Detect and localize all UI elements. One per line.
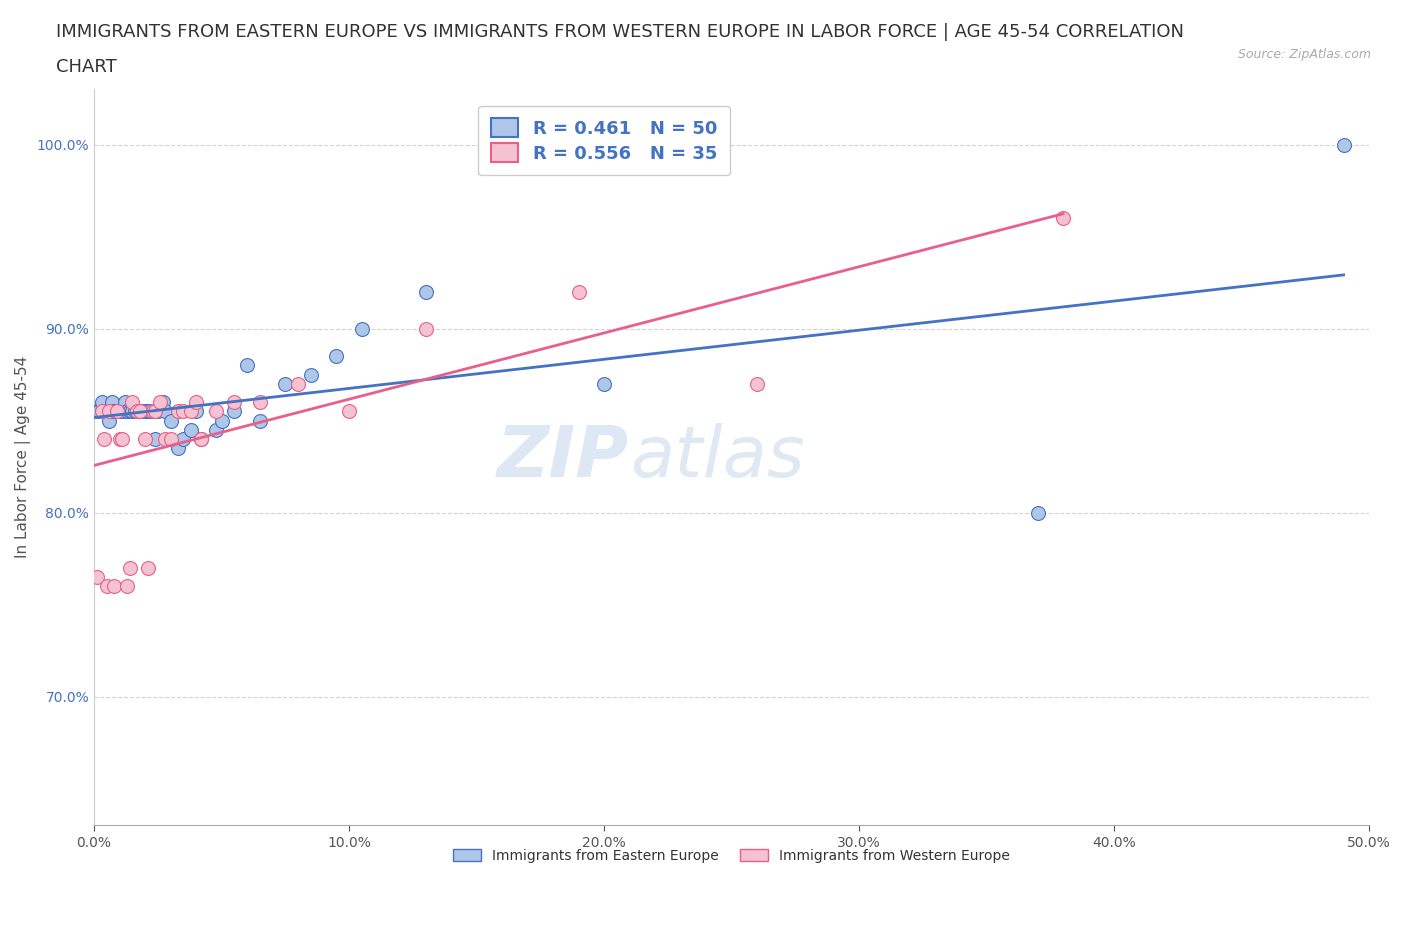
Point xyxy=(114,394,136,409)
Point xyxy=(745,377,768,392)
Point xyxy=(86,569,108,584)
Point xyxy=(184,394,207,409)
Point xyxy=(159,432,181,446)
Point xyxy=(299,367,322,382)
Point xyxy=(108,432,131,446)
Point xyxy=(127,404,149,418)
Point xyxy=(211,413,233,428)
Point xyxy=(180,422,202,437)
Point xyxy=(224,394,246,409)
Legend: Immigrants from Eastern Europe, Immigrants from Western Europe: Immigrants from Eastern Europe, Immigran… xyxy=(447,842,1017,870)
Point xyxy=(108,404,131,418)
Point xyxy=(1052,211,1074,226)
Point xyxy=(121,394,143,409)
Point xyxy=(90,404,112,418)
Point xyxy=(1026,505,1049,520)
Point xyxy=(131,404,153,418)
Point xyxy=(184,404,207,418)
Point xyxy=(98,413,121,428)
Point xyxy=(118,404,141,418)
Point xyxy=(172,432,194,446)
Point xyxy=(205,404,228,418)
Point xyxy=(86,404,108,418)
Point xyxy=(249,394,271,409)
Point xyxy=(93,432,115,446)
Y-axis label: In Labor Force | Age 45-54: In Labor Force | Age 45-54 xyxy=(15,356,31,559)
Point xyxy=(143,404,166,418)
Point xyxy=(236,358,259,373)
Point xyxy=(249,413,271,428)
Point xyxy=(139,404,162,418)
Point xyxy=(172,404,194,418)
Point xyxy=(274,377,297,392)
Point xyxy=(136,404,159,418)
Point xyxy=(155,404,177,418)
Point xyxy=(167,441,190,456)
Point xyxy=(103,578,125,593)
Point xyxy=(568,285,591,299)
Point xyxy=(205,422,228,437)
Point xyxy=(121,404,143,418)
Point xyxy=(115,404,138,418)
Point xyxy=(152,394,174,409)
Point xyxy=(325,349,347,364)
Point xyxy=(159,413,181,428)
Point xyxy=(115,578,138,593)
Point xyxy=(105,404,128,418)
Point xyxy=(142,404,165,418)
Point xyxy=(90,404,112,418)
Point xyxy=(105,404,128,418)
Point xyxy=(134,432,156,446)
Point xyxy=(129,404,152,418)
Point xyxy=(180,404,202,418)
Point xyxy=(89,404,111,418)
Point xyxy=(101,404,124,418)
Point xyxy=(90,394,112,409)
Text: CHART: CHART xyxy=(56,58,117,75)
Point xyxy=(190,432,212,446)
Point xyxy=(127,404,149,418)
Point xyxy=(593,377,616,392)
Point xyxy=(415,285,437,299)
Point xyxy=(350,321,373,336)
Point xyxy=(96,404,118,418)
Point xyxy=(124,404,146,418)
Text: ZIP: ZIP xyxy=(498,423,630,492)
Text: IMMIGRANTS FROM EASTERN EUROPE VS IMMIGRANTS FROM WESTERN EUROPE IN LABOR FORCE : IMMIGRANTS FROM EASTERN EUROPE VS IMMIGR… xyxy=(56,23,1184,41)
Point xyxy=(134,404,156,418)
Point xyxy=(118,560,141,575)
Point xyxy=(337,404,360,418)
Text: atlas: atlas xyxy=(630,423,804,492)
Point xyxy=(415,321,437,336)
Point xyxy=(111,432,134,446)
Point xyxy=(224,404,246,418)
Point xyxy=(143,432,166,446)
Point xyxy=(146,404,169,418)
Point xyxy=(105,404,128,418)
Point xyxy=(103,404,125,418)
Point xyxy=(167,404,190,418)
Point xyxy=(136,560,159,575)
Point xyxy=(129,404,152,418)
Point xyxy=(111,404,134,418)
Point xyxy=(1333,137,1355,152)
Point xyxy=(287,377,309,392)
Point xyxy=(149,394,172,409)
Point xyxy=(155,432,177,446)
Point xyxy=(103,404,125,418)
Text: Source: ZipAtlas.com: Source: ZipAtlas.com xyxy=(1237,48,1371,61)
Point xyxy=(96,578,118,593)
Point xyxy=(190,432,212,446)
Point xyxy=(115,404,138,418)
Point xyxy=(101,394,124,409)
Point xyxy=(108,404,131,418)
Point xyxy=(98,404,121,418)
